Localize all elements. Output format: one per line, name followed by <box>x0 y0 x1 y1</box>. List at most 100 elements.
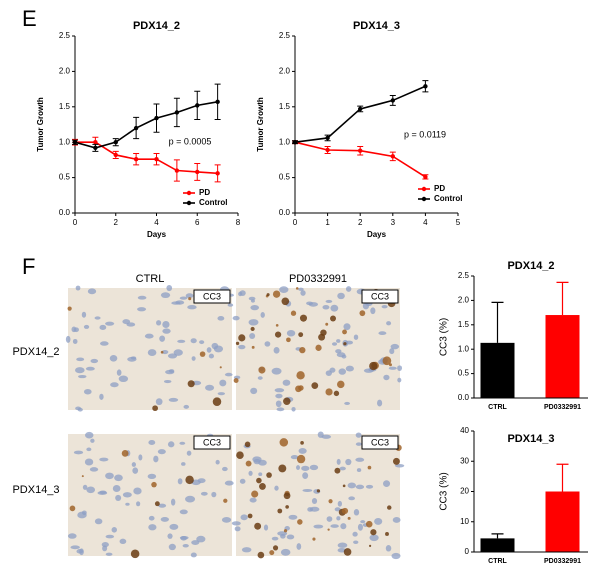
micrograph-nucleus <box>110 382 119 388</box>
data-point <box>423 174 428 180</box>
micrograph-nucleus <box>381 304 388 309</box>
micrograph-nucleus <box>177 339 186 343</box>
micrograph-nucleus <box>374 517 383 525</box>
image-row-label: PDX14_3 <box>12 484 59 496</box>
micrograph-nucleus <box>137 295 147 300</box>
micrograph-nucleus <box>90 438 95 443</box>
micrograph-nucleus <box>369 534 379 542</box>
x-tick-label: 6 <box>195 218 200 227</box>
data-point <box>195 169 200 175</box>
legend-label: Control <box>199 198 227 207</box>
micrograph-nucleus <box>302 472 309 480</box>
micrograph-stain <box>185 475 194 485</box>
error-bar <box>491 301 504 343</box>
micrograph-nucleus <box>65 335 71 343</box>
micrograph-nucleus <box>179 296 188 300</box>
micrograph-stain <box>347 516 351 520</box>
micrograph-stain <box>238 334 246 342</box>
y-tick-label: 0.0 <box>458 393 470 402</box>
micrograph: CC3 <box>231 431 405 560</box>
micrograph-stain <box>382 356 392 366</box>
micrograph-nucleus <box>85 366 95 371</box>
micrograph-nucleus <box>249 332 256 340</box>
y-tick-label: 30 <box>460 456 469 465</box>
micrograph-nucleus <box>122 492 132 498</box>
y-tick-label: 40 <box>460 426 469 435</box>
y-tick-label: 2.0 <box>59 67 71 76</box>
micrograph-nucleus <box>370 307 376 315</box>
micrograph-nucleus <box>208 353 215 359</box>
y-tick-label: 0.5 <box>59 173 71 182</box>
micrograph-nucleus <box>105 534 115 539</box>
micrograph-stain <box>257 551 265 559</box>
micrograph-stain <box>277 508 283 514</box>
x-axis-label: Days <box>147 230 167 239</box>
micrograph-nucleus <box>196 535 206 543</box>
micrograph-stain <box>281 297 290 306</box>
micrograph-nucleus <box>160 292 171 299</box>
micrograph-stain <box>299 347 306 354</box>
micrograph-nucleus <box>383 480 391 488</box>
data-point <box>93 140 98 145</box>
micrograph-nucleus <box>179 509 188 515</box>
micrograph-stain <box>343 342 347 346</box>
micrograph-nucleus <box>335 349 342 354</box>
micrograph-nucleus <box>337 500 343 507</box>
micrograph-nucleus <box>240 514 248 521</box>
micrograph-nucleus <box>306 301 314 306</box>
bar <box>480 538 515 552</box>
micrograph-nucleus <box>94 518 103 525</box>
micrograph-nucleus <box>345 286 352 292</box>
panel-label: E <box>22 6 37 31</box>
micrograph-nucleus <box>90 358 99 364</box>
micrograph-nucleus <box>87 288 97 295</box>
y-tick-label: 1.0 <box>279 137 291 146</box>
micrograph-stain <box>223 498 228 503</box>
data-point <box>292 140 298 145</box>
micrograph-stain <box>337 380 345 389</box>
micrograph-nucleus <box>148 524 157 531</box>
micrograph-stain <box>365 520 373 528</box>
micrograph-nucleus <box>86 447 92 452</box>
micrograph-stain <box>67 306 72 311</box>
micrograph-nucleus <box>105 472 114 480</box>
micrograph-stain <box>274 331 282 338</box>
micrograph-stain <box>388 363 392 367</box>
x-tick-label: 1 <box>325 218 330 227</box>
data-point <box>215 171 220 176</box>
micrograph-nucleus <box>75 406 82 411</box>
micrograph-nucleus <box>353 540 359 544</box>
micrograph-nucleus <box>355 442 362 446</box>
micrograph-nucleus <box>82 484 88 490</box>
micrograph-stain <box>297 519 303 525</box>
micrograph-stain <box>295 385 302 393</box>
micrograph-nucleus <box>160 517 170 522</box>
micrograph-nucleus <box>378 331 387 336</box>
micrograph-nucleus <box>275 393 283 399</box>
micrograph-nucleus <box>388 366 397 370</box>
micrograph-nucleus <box>296 465 301 470</box>
micrograph-nucleus <box>206 347 212 353</box>
micrograph-nucleus <box>301 465 310 471</box>
micrograph-nucleus <box>131 462 137 467</box>
micrograph-stain <box>300 441 304 445</box>
legend-label: PD <box>434 184 445 193</box>
data-point <box>174 110 180 115</box>
micrograph-nucleus <box>168 397 179 402</box>
micrograph-nucleus <box>341 354 347 359</box>
micrograph-nucleus <box>241 547 252 553</box>
micrograph-nucleus <box>250 387 258 395</box>
micrograph-stain <box>311 382 319 390</box>
micrograph-stain <box>160 350 164 354</box>
image-tag: CC3 <box>203 437 221 447</box>
micrograph-nucleus <box>331 342 338 346</box>
micrograph-nucleus <box>144 333 154 339</box>
micrograph-nucleus <box>114 474 123 482</box>
micrograph-nucleus <box>116 369 122 376</box>
micrograph-nucleus <box>171 301 181 305</box>
micrograph-stain <box>299 314 308 322</box>
micrograph-nucleus <box>282 379 291 386</box>
micrograph-nucleus <box>109 354 118 362</box>
micrograph-nucleus <box>83 388 92 395</box>
micrograph-nucleus <box>119 538 127 545</box>
